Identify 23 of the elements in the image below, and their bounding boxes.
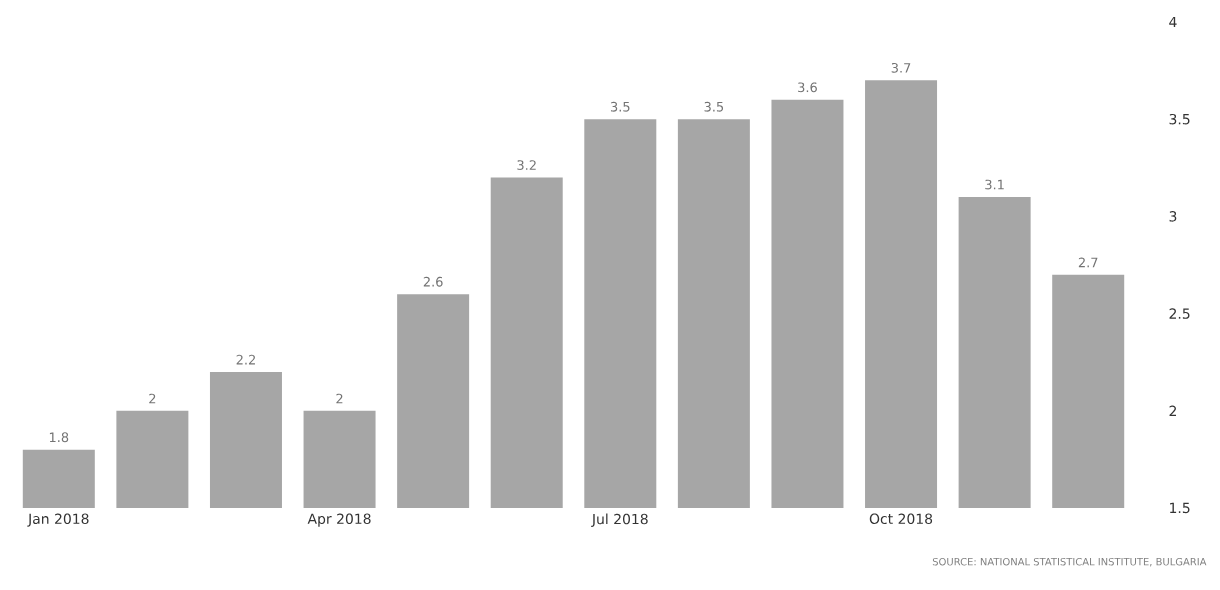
y-tick-label: 2.5 <box>1169 308 1190 319</box>
y-tick-label: 4 <box>1169 16 1177 28</box>
y-tick-label: 3 <box>1169 211 1177 222</box>
data-label: 2.7 <box>1078 257 1098 268</box>
y-tick-label: 3.5 <box>1169 113 1190 125</box>
source-note: SOURCE: NATIONAL STATISTICAL INSTITUTE, BULGARIA <box>932 557 1207 567</box>
data-label: 2 <box>336 393 343 404</box>
data-label: 3.1 <box>985 179 1004 190</box>
data-label: 2 <box>149 393 156 404</box>
data-label: 3.5 <box>704 101 724 112</box>
data-label: 3.2 <box>517 160 536 170</box>
data-label: 2.2 <box>236 354 255 365</box>
data-label: 3.6 <box>798 82 817 93</box>
data-label: 1.8 <box>49 432 69 443</box>
x-tick-label: Jul 2018 <box>591 513 648 527</box>
x-tick-label: Apr 2018 <box>307 513 371 527</box>
x-tick-label: Jan 2018 <box>27 513 89 527</box>
data-label: 3.7 <box>891 62 911 73</box>
y-tick-label: 2 <box>1169 405 1177 416</box>
x-tick-label: Oct 2018 <box>869 513 933 525</box>
data-label: 3.5 <box>610 101 630 112</box>
data-label: 2.6 <box>423 276 443 287</box>
y-tick-label: 1.5 <box>1170 502 1190 514</box>
